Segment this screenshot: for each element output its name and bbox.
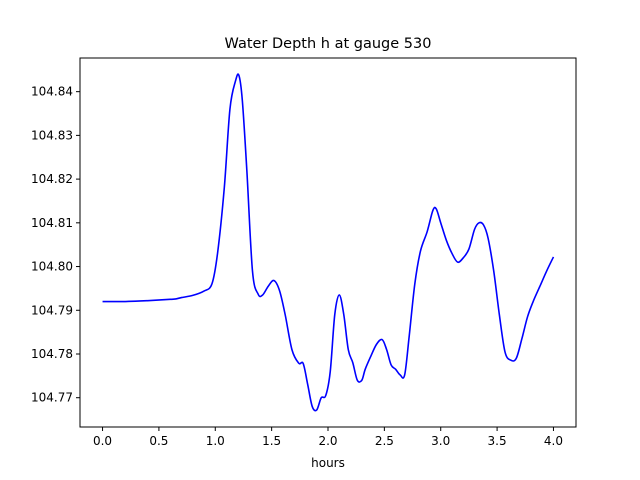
x-tick-label: 2.5 bbox=[375, 434, 394, 448]
x-axis-label: hours bbox=[311, 456, 345, 470]
x-tick-label: 3.5 bbox=[488, 434, 507, 448]
y-tick-label: 104.78 bbox=[31, 347, 73, 361]
x-tick-label: 4.0 bbox=[544, 434, 563, 448]
y-axis: 104.77 104.78 104.79 104.80 104.81 104.82 104.… bbox=[31, 85, 80, 405]
y-tick-label: 104.83 bbox=[31, 128, 73, 142]
y-tick-label: 104.82 bbox=[31, 172, 73, 186]
y-tick-label: 104.79 bbox=[31, 303, 73, 317]
y-tick-label: 104.81 bbox=[31, 216, 73, 230]
x-tick-label: 3.0 bbox=[431, 434, 450, 448]
x-tick-label: 1.0 bbox=[206, 434, 225, 448]
series-line-0 bbox=[102, 73, 555, 412]
x-axis: 0.0 0.5 1.0 1.5 2.0 2.5 3.0 3.5 4.0 bbox=[93, 427, 563, 448]
y-tick-label: 104.84 bbox=[31, 85, 73, 99]
y-tick-label: 104.80 bbox=[31, 260, 73, 274]
plot-area bbox=[102, 73, 555, 412]
x-tick-label: 0.5 bbox=[149, 434, 168, 448]
x-tick-label: 1.5 bbox=[262, 434, 281, 448]
axes-frame bbox=[79, 57, 577, 428]
chart-title: Water Depth h at gauge 530 bbox=[225, 36, 432, 52]
x-tick-label: 2.0 bbox=[318, 434, 337, 448]
x-tick-label: 0.0 bbox=[93, 434, 112, 448]
y-tick-label: 104.77 bbox=[31, 391, 73, 405]
